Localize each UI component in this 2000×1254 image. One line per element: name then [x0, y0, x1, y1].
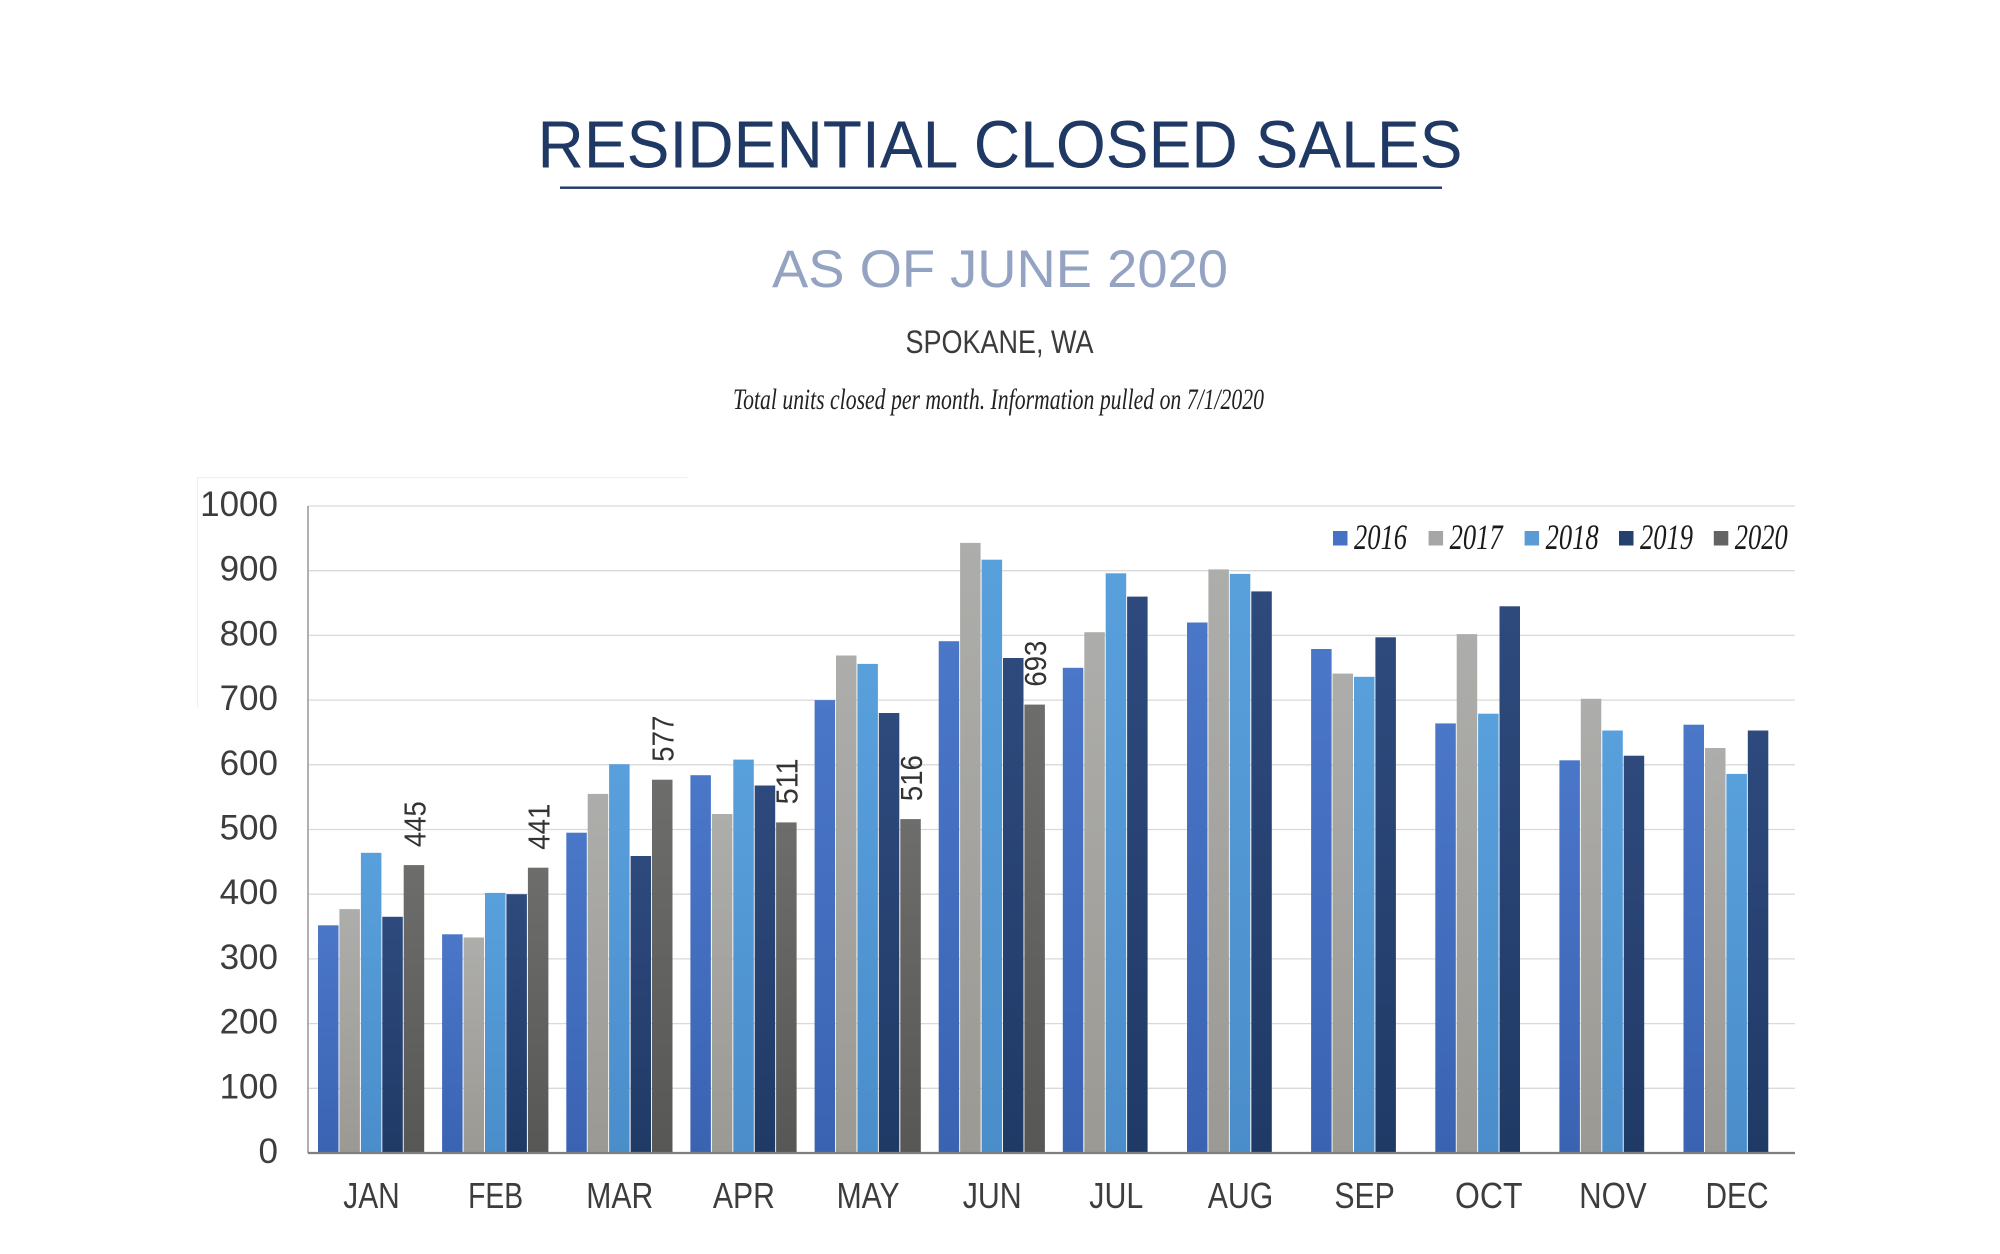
svg-text:MAY: MAY [837, 1175, 900, 1216]
svg-text:DEC: DEC [1706, 1175, 1769, 1216]
svg-text:JAN: JAN [343, 1175, 400, 1216]
svg-text:APR: APR [713, 1175, 775, 1216]
svg-text:100: 100 [220, 1067, 278, 1106]
svg-text:FEB: FEB [468, 1175, 523, 1216]
svg-text:700: 700 [220, 679, 278, 718]
svg-text:1000: 1000 [200, 485, 278, 524]
svg-text:900: 900 [220, 550, 278, 589]
svg-text:Total units closed per month.: Total units closed per month. Informatio… [733, 383, 1264, 416]
svg-text:2019: 2019 [1640, 517, 1693, 557]
svg-text:JUL: JUL [1089, 1175, 1143, 1216]
svg-text:516: 516 [894, 755, 929, 801]
svg-text:2016: 2016 [1354, 517, 1407, 557]
svg-text:693: 693 [1018, 641, 1053, 687]
svg-text:0: 0 [259, 1132, 278, 1171]
svg-text:400: 400 [220, 873, 278, 912]
svg-text:RESIDENTIAL CLOSED SALES: RESIDENTIAL CLOSED SALES [538, 108, 1463, 183]
svg-text:445: 445 [397, 801, 432, 847]
svg-text:577: 577 [646, 716, 681, 762]
svg-text:300: 300 [220, 938, 278, 977]
svg-text:2018: 2018 [1546, 517, 1599, 557]
svg-text:OCT: OCT [1455, 1175, 1523, 1216]
svg-text:MAR: MAR [586, 1175, 653, 1216]
svg-text:SEP: SEP [1334, 1175, 1395, 1216]
svg-text:AUG: AUG [1208, 1175, 1274, 1216]
svg-text:600: 600 [220, 744, 278, 783]
svg-text:441: 441 [521, 804, 556, 850]
svg-text:2020: 2020 [1735, 517, 1788, 557]
svg-text:511: 511 [770, 758, 805, 804]
svg-text:200: 200 [220, 1003, 278, 1042]
svg-text:AS OF JUNE 2020: AS OF JUNE 2020 [772, 240, 1228, 299]
svg-text:500: 500 [220, 809, 278, 848]
svg-text:2017: 2017 [1450, 517, 1504, 557]
svg-text:800: 800 [220, 614, 278, 653]
svg-text:SPOKANE, WA: SPOKANE, WA [906, 324, 1095, 360]
svg-text:NOV: NOV [1579, 1175, 1647, 1216]
svg-text:JUN: JUN [963, 1175, 1022, 1216]
